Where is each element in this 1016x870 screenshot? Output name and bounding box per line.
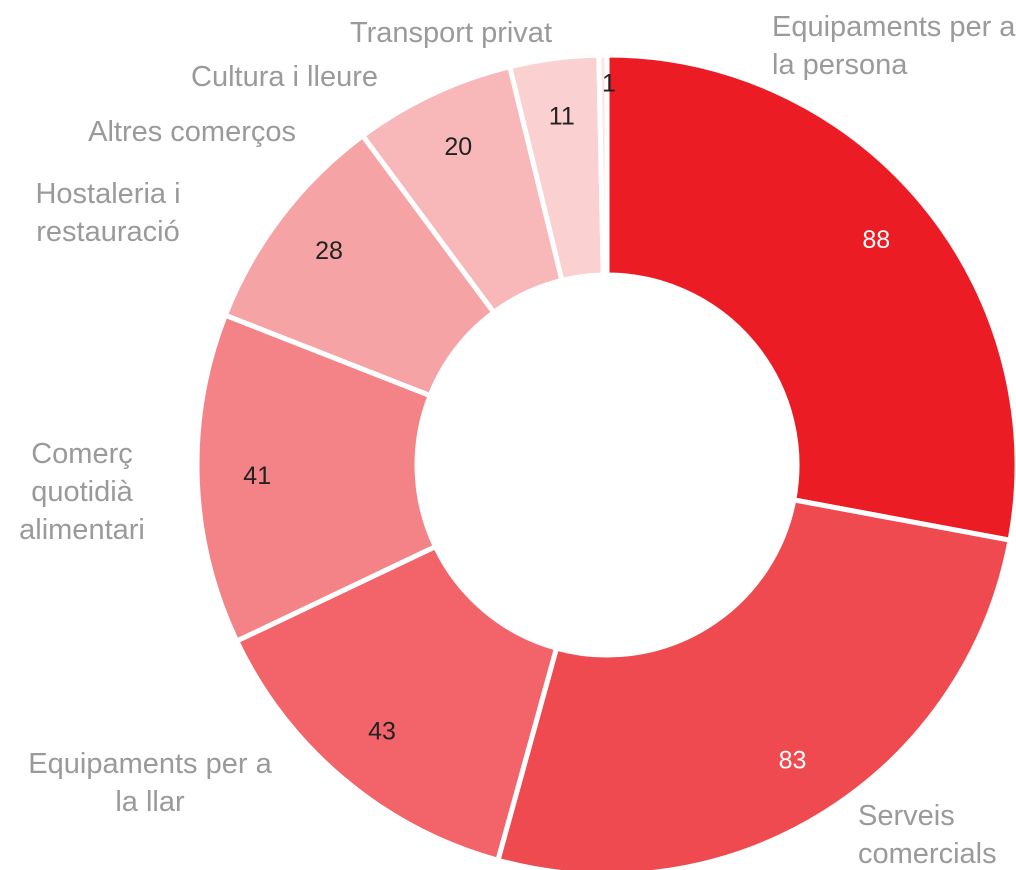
value-label: 88 — [862, 226, 890, 254]
donut-slice — [194, 311, 439, 645]
value-label: 83 — [779, 746, 807, 774]
donut-slice — [596, 52, 610, 278]
value-label: 41 — [243, 462, 271, 490]
category-label: Hostaleria i restauració — [35, 178, 181, 248]
category-label: Cultura i lleure — [191, 61, 378, 93]
value-label: 43 — [368, 718, 396, 746]
category-label: Equipaments per a la persona — [772, 11, 1016, 81]
value-label: 1 — [602, 70, 616, 98]
donut-slice — [494, 496, 1013, 870]
value-label: 20 — [444, 133, 472, 161]
category-label: Altres comerços — [88, 116, 296, 148]
value-label: 28 — [315, 237, 343, 265]
donut-slice — [604, 52, 1016, 544]
category-label: Comerç quotidià alimentari — [19, 438, 145, 546]
value-label: 11 — [549, 103, 575, 131]
category-label: Transport privat — [350, 17, 552, 49]
category-label: Serveis comercials — [858, 800, 997, 870]
donut-slice — [233, 543, 560, 864]
category-label: Equipaments per a la llar — [28, 748, 272, 818]
